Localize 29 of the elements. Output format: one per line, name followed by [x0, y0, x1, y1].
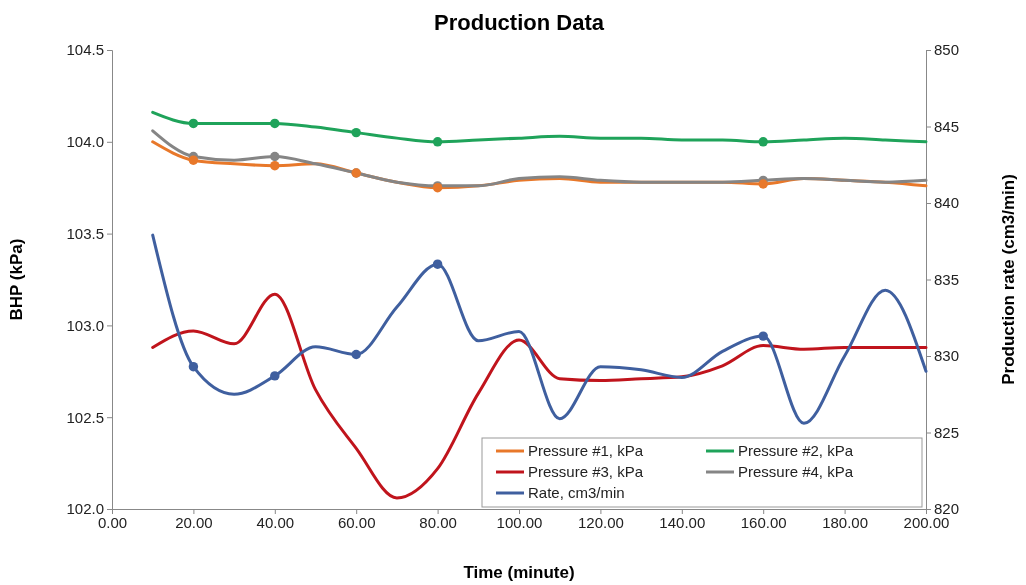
legend-label: Pressure #4, kPa [738, 463, 854, 480]
y-tick-label: 103.0 [66, 316, 104, 334]
x-tick-label: 180.00 [822, 513, 869, 531]
y-tick-label: 104.5 [66, 41, 104, 59]
x-tick-label: 120.00 [577, 513, 624, 531]
x-tick-label: 140.00 [659, 513, 706, 531]
legend-label: Rate, cm3/min [528, 484, 625, 501]
y2-axis-title: Production rate (cm3/min) [999, 174, 1018, 385]
y2-tick-label: 840 [934, 194, 960, 212]
legend-label: Pressure #3, kPa [528, 463, 644, 480]
y2-tick-label: 830 [934, 347, 960, 365]
y2-tick-label: 845 [934, 117, 960, 135]
x-tick-label: 80.00 [419, 513, 457, 531]
y2-tick-label: 835 [934, 270, 960, 288]
x-axis-title: Time (minute) [463, 563, 575, 582]
x-tick-label: 20.00 [175, 513, 213, 531]
legend-label: Pressure #2, kPa [738, 442, 854, 459]
chart-title: Production Data [434, 10, 605, 35]
x-tick-label: 100.00 [496, 513, 543, 531]
legend-label: Pressure #1, kPa [528, 442, 644, 459]
x-tick-label: 40.00 [256, 513, 295, 531]
y2-tick-label: 825 [934, 423, 960, 441]
y-tick-label: 104.0 [66, 133, 104, 151]
y-tick-label: 102.5 [66, 408, 104, 426]
x-tick-label: 60.00 [337, 513, 376, 531]
y-axis-title: BHP (kPa) [7, 238, 26, 321]
y-tick-label: 103.5 [66, 224, 104, 242]
x-tick-label: 160.00 [740, 513, 787, 531]
y2-tick-label: 850 [934, 41, 960, 59]
